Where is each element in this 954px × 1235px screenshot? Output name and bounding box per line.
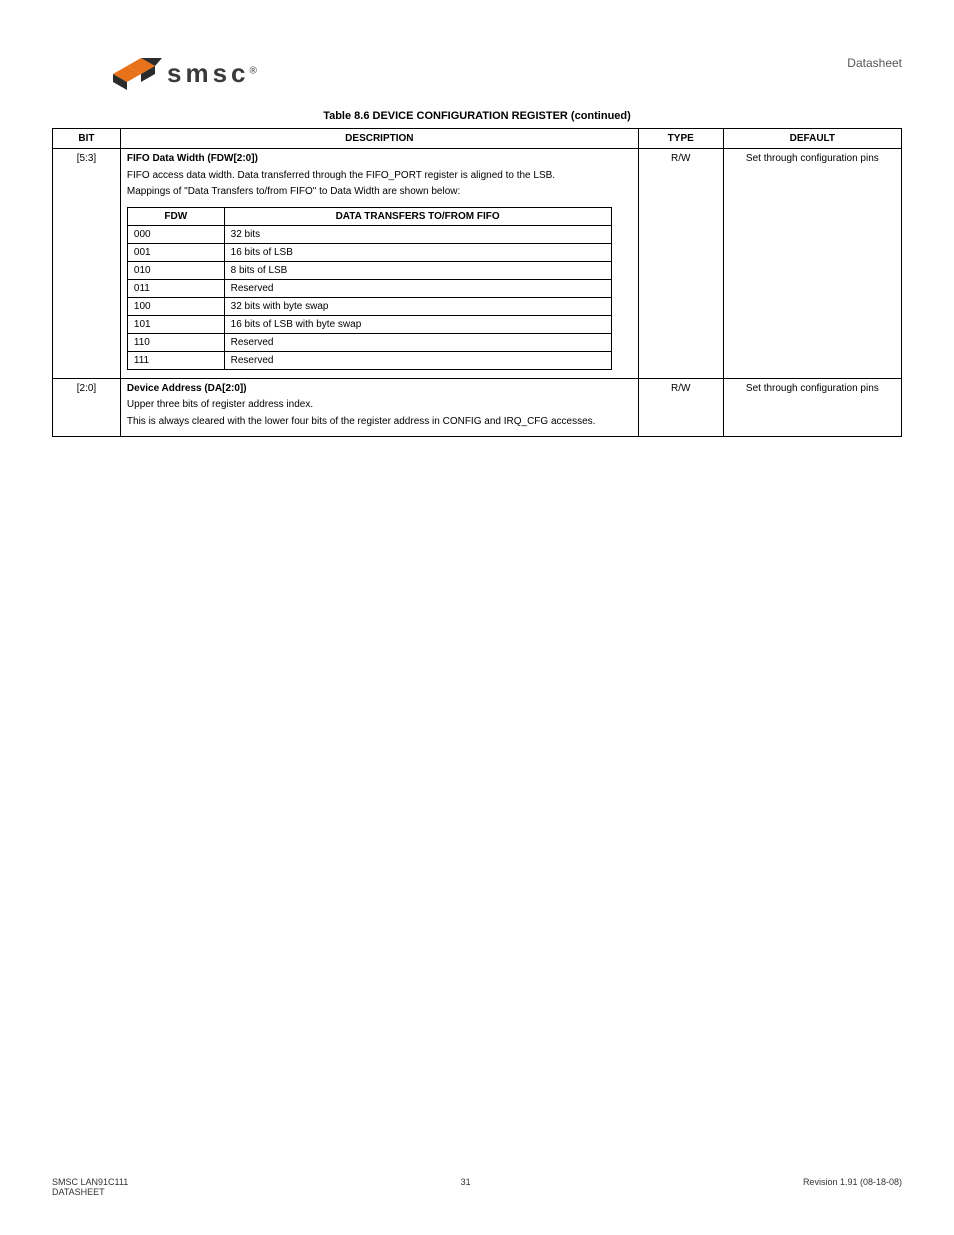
page: smsc® Datasheet Table 8.6 DEVICE CONFIGU… — [0, 0, 954, 1235]
inner-cell-fdw: 001 — [127, 243, 224, 261]
inner-cell-data: Reserved — [224, 279, 611, 297]
cell-default: Set through configuration pins — [723, 378, 901, 437]
inner-cell-data: 32 bits with byte swap — [224, 297, 611, 315]
fdw-mapping-table: FDW DATA TRANSFERS TO/FROM FIFO 000 32 b… — [127, 207, 612, 370]
table-row: [2:0] Device Address (DA[2:0]) Upper thr… — [53, 378, 902, 437]
table-title: Table 8.6 DEVICE CONFIGURATION REGISTER … — [52, 110, 902, 122]
inner-row: 010 8 bits of LSB — [127, 261, 611, 279]
cell-bit: [5:3] — [53, 149, 121, 379]
cell-default: Set through configuration pins — [723, 149, 901, 379]
col-header-type: TYPE — [638, 129, 723, 149]
inner-cell-fdw: 101 — [127, 315, 224, 333]
inner-row: 001 16 bits of LSB — [127, 243, 611, 261]
inner-row: 111 Reserved — [127, 351, 611, 369]
inner-cell-data: Reserved — [224, 351, 611, 369]
inner-cell-data: Reserved — [224, 333, 611, 351]
footer-product: SMSC LAN91C111 — [52, 1177, 128, 1187]
desc-title: Device Address (DA[2:0]) — [127, 383, 247, 394]
cell-description: Device Address (DA[2:0]) Upper three bit… — [120, 378, 638, 437]
logo: smsc® — [107, 50, 257, 92]
cell-type: R/W — [638, 378, 723, 437]
cell-type: R/W — [638, 149, 723, 379]
desc-text: FIFO access data width. Data transferred… — [127, 170, 632, 183]
cell-description: FIFO Data Width (FDW[2:0]) FIFO access d… — [120, 149, 638, 379]
col-header-default: DEFAULT — [723, 129, 901, 149]
inner-cell-data: 16 bits of LSB with byte swap — [224, 315, 611, 333]
doc-title: Datasheet — [847, 56, 902, 70]
cell-bit: [2:0] — [53, 378, 121, 437]
footer-revision: Revision 1.91 (08-18-08) — [803, 1177, 902, 1197]
logo-wordmark: smsc® — [167, 56, 257, 87]
logo-mark-icon — [107, 50, 167, 92]
desc-title: FIFO Data Width (FDW[2:0]) — [127, 153, 258, 164]
config-register-table: BIT DESCRIPTION TYPE DEFAULT [5:3] FIFO … — [52, 128, 902, 437]
page-header: smsc® Datasheet — [52, 50, 902, 92]
footer-page-number: 31 — [461, 1177, 471, 1197]
inner-cell-fdw: 000 — [127, 225, 224, 243]
inner-cell-fdw: 011 — [127, 279, 224, 297]
inner-cell-data: 32 bits — [224, 225, 611, 243]
inner-cell-fdw: 010 — [127, 261, 224, 279]
inner-row: 100 32 bits with byte swap — [127, 297, 611, 315]
inner-row: 000 32 bits — [127, 225, 611, 243]
inner-header-fdw: FDW — [127, 207, 224, 225]
inner-row: 110 Reserved — [127, 333, 611, 351]
inner-cell-data: 8 bits of LSB — [224, 261, 611, 279]
inner-row: 011 Reserved — [127, 279, 611, 297]
footer-doc-type: DATASHEET — [52, 1187, 128, 1197]
table-row: [5:3] FIFO Data Width (FDW[2:0]) FIFO ac… — [53, 149, 902, 379]
inner-cell-fdw: 110 — [127, 333, 224, 351]
col-header-description: DESCRIPTION — [120, 129, 638, 149]
col-header-bit: BIT — [53, 129, 121, 149]
desc-text: Upper three bits of register address ind… — [127, 399, 632, 412]
page-footer: SMSC LAN91C111 DATASHEET 31 Revision 1.9… — [52, 1177, 902, 1197]
inner-cell-data: 16 bits of LSB — [224, 243, 611, 261]
desc-text: Mappings of "Data Transfers to/from FIFO… — [127, 186, 632, 199]
footer-left: SMSC LAN91C111 DATASHEET — [52, 1177, 128, 1197]
inner-header-data: DATA TRANSFERS TO/FROM FIFO — [224, 207, 611, 225]
inner-cell-fdw: 100 — [127, 297, 224, 315]
inner-row: 101 16 bits of LSB with byte swap — [127, 315, 611, 333]
desc-text: This is always cleared with the lower fo… — [127, 416, 632, 429]
inner-cell-fdw: 111 — [127, 351, 224, 369]
